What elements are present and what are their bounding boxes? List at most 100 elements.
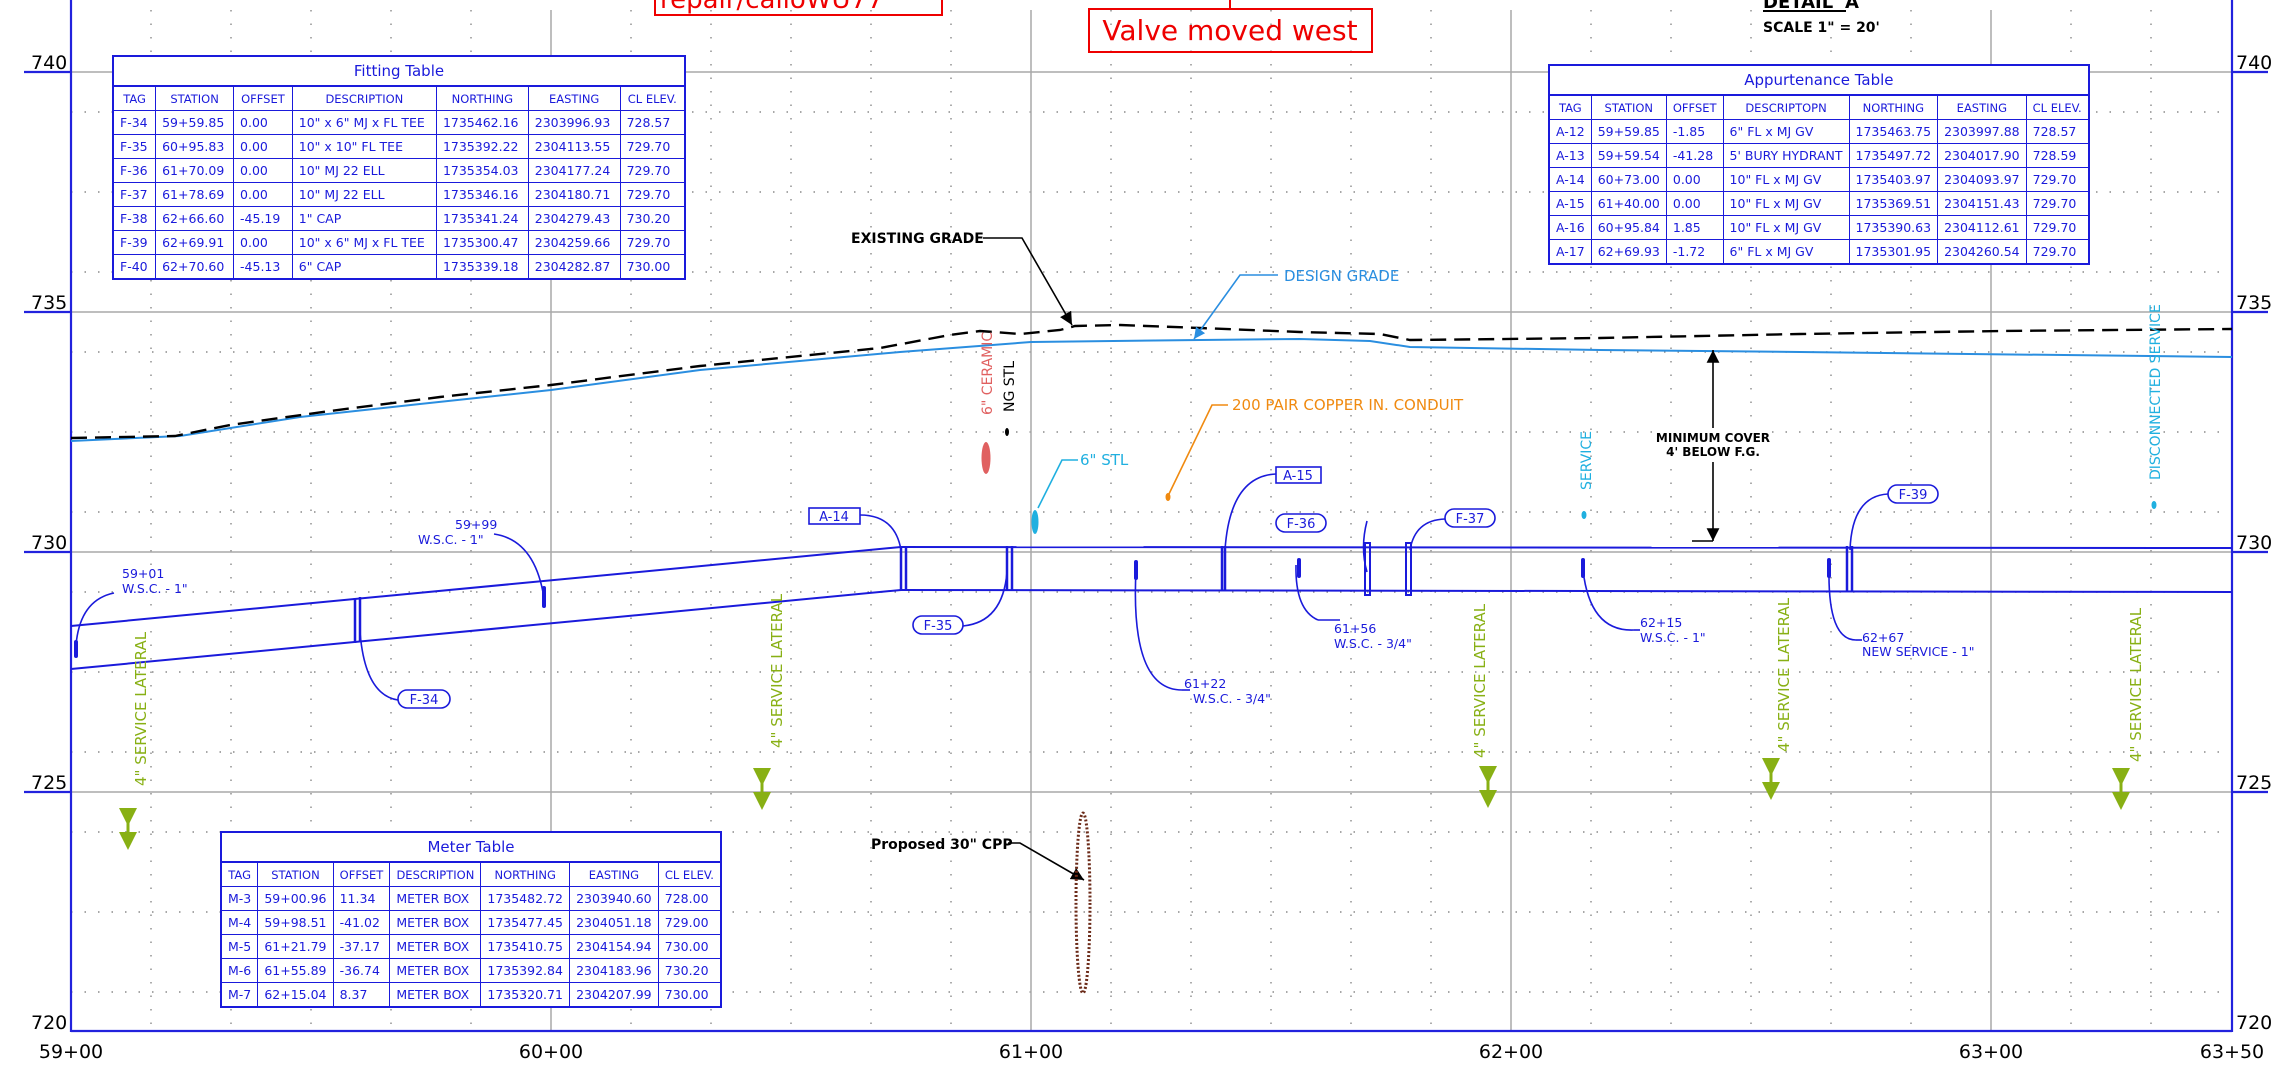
appurtenance-table-body: A-12 59+59.85 -1.85 6" FL x MJ GV 1735463.75… (1548, 119, 2090, 265)
table-row: F-38 62+66.60 -45.19 1" CAP 1735341.24 230427… (112, 206, 686, 231)
table-cell: 2304151.43 (1937, 191, 2027, 216)
appurtenance-table-header: TAG STATION OFFSET DESCRIPTOPN NORTHING EASTI… (1548, 94, 2090, 120)
table-header-cell: STATION (1590, 94, 1667, 120)
table-cell: 0.00 (233, 230, 293, 255)
table-cell: 728.59 (2025, 143, 2090, 168)
elev-label-right-725: 725 (2236, 772, 2272, 794)
design-grade-line (70, 337, 2233, 442)
service-lateral-label-3: 4" SERVICE LATERAL (1471, 603, 1489, 758)
wsc-5901-desc: W.S.C. - 1" (122, 581, 188, 596)
table-cell: F-37 (112, 182, 157, 207)
table-cell: 1735390.63 (1848, 215, 1939, 240)
existing-grade-line (70, 323, 2233, 440)
table-cell: 730.20 (619, 206, 686, 231)
table-cell: F-35 (112, 134, 157, 159)
station-label-6350: 63+50 (2200, 1041, 2264, 1063)
table-cell: 59+00.96 (257, 886, 334, 911)
callout-a15: A-15 (1283, 469, 1313, 484)
callout-f36: F-36 (1287, 517, 1316, 532)
table-cell: 2303940.60 (569, 886, 659, 911)
table-cell: 729.00 (657, 910, 722, 935)
elev-label-right-740: 740 (2236, 52, 2272, 74)
table-cell: -45.13 (233, 254, 293, 280)
table-cell: 59+98.51 (257, 910, 334, 935)
table-cell: M-4 (220, 910, 259, 935)
table-cell: 1.85 (1665, 215, 1724, 240)
table-cell: 729.70 (619, 158, 686, 183)
wsc-6156-station: 61+56 (1334, 621, 1376, 636)
table-cell: 6" CAP (291, 254, 437, 280)
table-cell: A-13 (1548, 143, 1592, 168)
wsc-6215-desc: W.S.C. - 1" (1640, 630, 1706, 645)
service-connections (74, 558, 1831, 658)
callout-f39: F-39 (1899, 488, 1928, 503)
markup-valve-moved: Valve moved west (1102, 14, 1357, 47)
ceramic-label: 6" CERAMIC (980, 332, 996, 415)
wsc-6122-desc: W.S.C. - 3/4" (1193, 691, 1271, 706)
table-cell: 0.00 (233, 134, 293, 159)
table-cell: 2304093.97 (1937, 167, 2027, 192)
callout-f35: F-35 (924, 619, 953, 634)
copper-conduit-callout: 200 PAIR COPPER IN. CONDUIT (1165, 396, 1464, 501)
table-cell: 729.70 (2025, 239, 2090, 265)
table-cell: 10" MJ 22 ELL (291, 182, 437, 207)
minimum-cover-callout: MINIMUM COVER 4' BELOW F.G. (1656, 350, 1770, 542)
ns-6267-desc: NEW SERVICE - 1" (1862, 644, 1974, 659)
table-header-cell: CL ELEV. (657, 861, 722, 887)
table-header-cell: NORTHING (480, 861, 571, 887)
table-cell: 6" FL x MJ GV (1722, 119, 1850, 144)
table-cell: 11.34 (332, 886, 391, 911)
wsc-6122-station: 61+22 (1184, 676, 1226, 691)
wsc-6156-desc: W.S.C. - 3/4" (1334, 636, 1412, 651)
table-row: A-15 61+40.00 0.00 10" FL x MJ GV 1735369.51… (1548, 191, 2090, 216)
table-cell: 0.00 (233, 110, 293, 135)
station-label-6300: 63+00 (1959, 1041, 2023, 1063)
table-cell: 0.00 (1665, 191, 1724, 216)
table-cell: F-34 (112, 110, 157, 135)
table-row: F-35 60+95.83 0.00 10" x 10" FL TEE 1735392.… (112, 134, 686, 159)
table-cell: A-12 (1548, 119, 1592, 144)
table-cell: 2304279.43 (527, 206, 621, 231)
table-cell: 8.37 (332, 982, 391, 1008)
table-cell: 2304207.99 (569, 982, 659, 1008)
table-cell: 10" FL x MJ GV (1722, 167, 1850, 192)
table-cell: 1735403.97 (1848, 167, 1939, 192)
table-cell: -41.02 (332, 910, 391, 935)
table-cell: 62+66.60 (155, 206, 235, 231)
wsc-5999-desc: W.S.C. - 1" (418, 532, 484, 547)
station-label-5900: 59+00 (39, 1041, 103, 1063)
fitting-table-body: F-34 59+59.85 0.00 10" x 6" MJ x FL TEE 1735… (112, 110, 686, 280)
elev-label-right-735: 735 (2236, 292, 2272, 314)
table-header-cell: EASTING (1937, 94, 2027, 120)
table-cell: 729.70 (619, 230, 686, 255)
elev-label-left-725: 725 (31, 772, 67, 794)
service-lateral-label-2: 4" SERVICE LATERAL (768, 593, 786, 748)
grade-labels: EXISTING GRADE DESIGN GRADE (851, 231, 1399, 340)
steel-6-callout: 6" STL (1031, 451, 1129, 534)
detail-title: DETAIL 'A' (1763, 0, 1864, 13)
service-laterals: 4" SERVICE LATERAL 4" SERVICE LATERAL 4"… (132, 593, 2145, 786)
ns-6267-station: 62+67 (1862, 630, 1904, 645)
table-cell: 2304180.71 (527, 182, 621, 207)
table-header-cell: DESCRIPTION (389, 861, 482, 887)
table-row: F-40 62+70.60 -45.13 6" CAP 1735339.18 230428… (112, 254, 686, 280)
table-cell: 60+73.00 (1590, 167, 1667, 192)
table-cell: A-16 (1548, 215, 1592, 240)
table-header-cell: DESCRIPTOPN (1722, 94, 1850, 120)
table-cell: 1735354.03 (435, 158, 529, 183)
disconnected-service-label: DISCONNECTED SERVICE (2148, 304, 2164, 480)
table-cell: 60+95.83 (155, 134, 235, 159)
table-row: M-4 59+98.51 -41.02 METER BOX 1735477.45 2304… (220, 910, 722, 935)
table-cell: 10" x 6" MJ x FL TEE (291, 230, 437, 255)
table-cell: 0.00 (233, 182, 293, 207)
table-cell: 1735482.72 (480, 886, 571, 911)
table-cell: 6" FL x MJ GV (1722, 239, 1850, 265)
table-cell: 729.70 (619, 134, 686, 159)
table-cell: 1735341.24 (435, 206, 529, 231)
table-header-cell: CL ELEV. (2025, 94, 2090, 120)
table-cell: 59+59.85 (1590, 119, 1667, 144)
table-row: A-12 59+59.85 -1.85 6" FL x MJ GV 1735463.75… (1548, 119, 2090, 144)
table-cell: 2304154.94 (569, 934, 659, 959)
table-cell: F-40 (112, 254, 157, 280)
